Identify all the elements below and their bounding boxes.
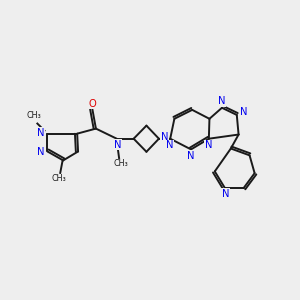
Text: N: N bbox=[166, 140, 173, 150]
Text: N: N bbox=[187, 151, 195, 161]
Text: N: N bbox=[205, 140, 213, 150]
Text: N: N bbox=[161, 132, 169, 142]
Text: CH₃: CH₃ bbox=[52, 174, 67, 183]
Text: N: N bbox=[218, 96, 226, 106]
Text: CH₃: CH₃ bbox=[52, 174, 67, 183]
Text: N: N bbox=[161, 132, 169, 142]
Text: N: N bbox=[240, 107, 247, 117]
Text: N: N bbox=[37, 147, 45, 157]
Text: N: N bbox=[37, 128, 45, 138]
Text: N: N bbox=[114, 140, 121, 150]
Text: N: N bbox=[114, 140, 121, 150]
Text: N: N bbox=[37, 128, 45, 138]
Text: N: N bbox=[37, 147, 45, 157]
Text: CH₃: CH₃ bbox=[113, 160, 128, 169]
Text: O: O bbox=[88, 99, 96, 109]
Text: N: N bbox=[222, 189, 229, 199]
Text: O: O bbox=[88, 99, 96, 109]
Text: N: N bbox=[166, 140, 173, 150]
Text: N: N bbox=[240, 107, 247, 117]
Text: N: N bbox=[222, 189, 229, 199]
Text: CH₃: CH₃ bbox=[26, 111, 41, 120]
Text: N: N bbox=[205, 140, 213, 150]
Text: N: N bbox=[187, 151, 195, 161]
Text: N: N bbox=[218, 96, 226, 106]
Text: CH₃: CH₃ bbox=[26, 111, 41, 120]
Text: CH₃: CH₃ bbox=[113, 160, 128, 169]
